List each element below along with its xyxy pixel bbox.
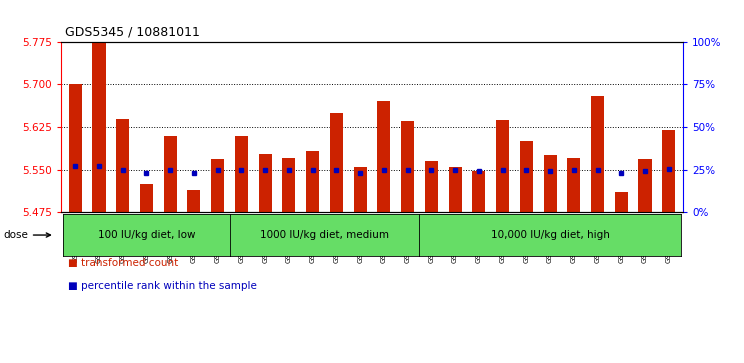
Bar xyxy=(68,85,82,212)
Bar xyxy=(496,120,509,212)
Bar xyxy=(615,192,628,212)
Bar xyxy=(187,189,200,212)
Bar xyxy=(567,158,580,212)
Bar xyxy=(401,121,414,212)
Bar xyxy=(92,42,106,212)
Text: 100 IU/kg diet, low: 100 IU/kg diet, low xyxy=(97,230,195,240)
Bar xyxy=(520,141,533,212)
Text: dose: dose xyxy=(3,230,51,240)
Bar xyxy=(638,159,652,212)
Bar xyxy=(544,155,557,212)
Bar xyxy=(377,102,391,212)
Bar xyxy=(425,161,438,212)
Bar xyxy=(662,130,676,212)
Bar xyxy=(116,119,129,212)
Bar xyxy=(259,154,272,212)
Bar xyxy=(211,159,224,212)
Bar xyxy=(235,136,248,212)
Text: ■ transformed count: ■ transformed count xyxy=(68,258,179,268)
Bar xyxy=(449,167,461,212)
Bar xyxy=(330,113,343,212)
Text: 1000 IU/kg diet, medium: 1000 IU/kg diet, medium xyxy=(260,230,389,240)
Bar xyxy=(283,158,295,212)
Bar xyxy=(472,171,485,212)
Text: ■ percentile rank within the sample: ■ percentile rank within the sample xyxy=(68,281,257,291)
Bar xyxy=(164,136,177,212)
Text: 10,000 IU/kg diet, high: 10,000 IU/kg diet, high xyxy=(490,230,609,240)
Bar xyxy=(353,167,367,212)
Bar xyxy=(140,184,153,212)
Bar xyxy=(306,151,319,212)
Text: GDS5345 / 10881011: GDS5345 / 10881011 xyxy=(65,25,199,38)
Bar xyxy=(591,96,604,212)
